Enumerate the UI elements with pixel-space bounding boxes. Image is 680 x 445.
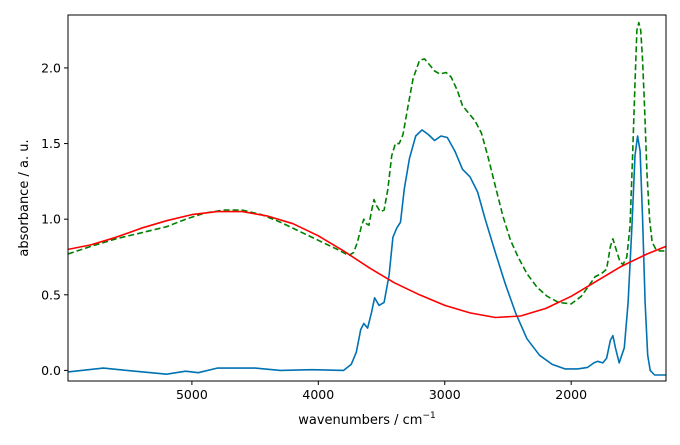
series-line-2 xyxy=(68,210,666,319)
y-tick-label: 0.0 xyxy=(41,363,61,378)
series-line-0 xyxy=(68,129,666,376)
y-axis-label: absorbance / a. u. xyxy=(17,139,32,256)
x-tick-label: 3000 xyxy=(429,387,461,402)
y-tick-label: 1.0 xyxy=(41,212,61,227)
y-tick-label: 0.5 xyxy=(41,287,61,302)
x-axis-ticks: 5000 4000 3000 2000 xyxy=(176,381,587,402)
y-axis-ticks: 0.0 0.5 1.0 1.5 2.0 xyxy=(41,60,68,378)
y-tick-label: 1.5 xyxy=(41,136,61,151)
plot-frame xyxy=(67,14,667,382)
x-axis-label: wavenumbers / cm−1 xyxy=(298,411,436,428)
series-layer xyxy=(68,21,666,376)
x-tick-label: 2000 xyxy=(555,387,587,402)
series-line-1 xyxy=(68,21,666,305)
x-tick-label: 5000 xyxy=(176,387,208,402)
y-tick-label: 2.0 xyxy=(41,60,61,75)
x-tick-label: 4000 xyxy=(302,387,334,402)
